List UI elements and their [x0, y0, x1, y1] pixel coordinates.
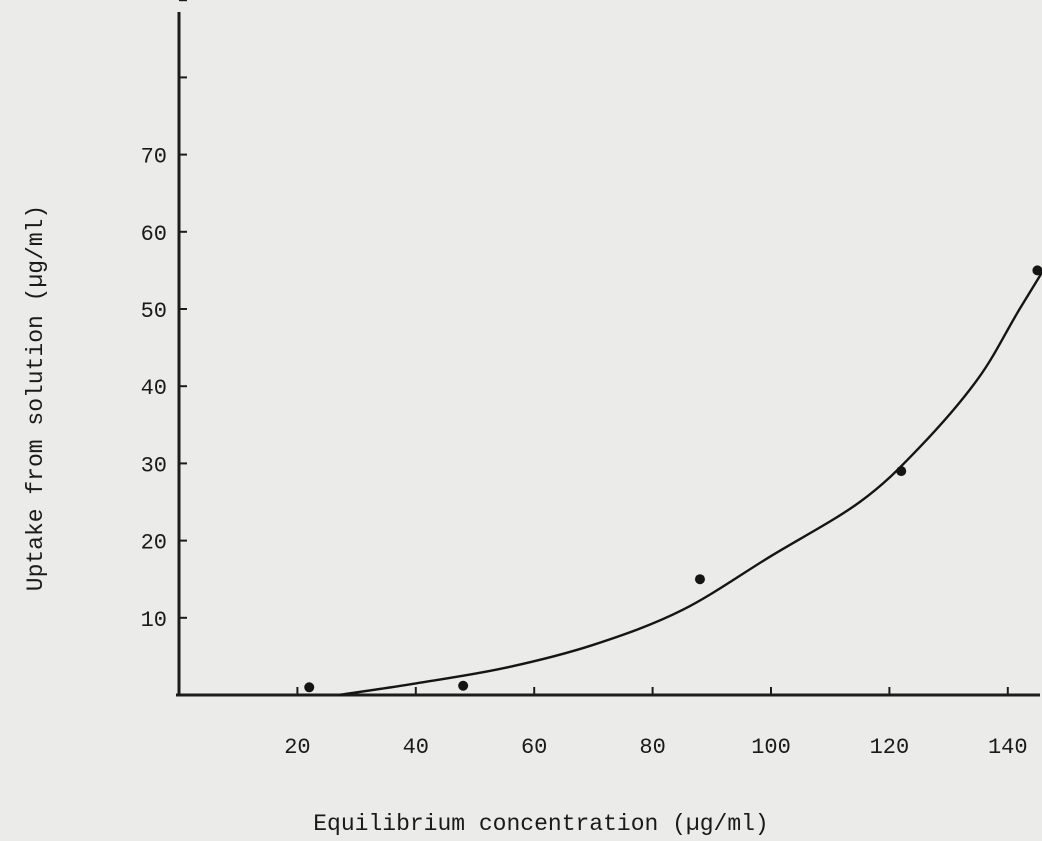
y-tick-label: 70 — [141, 145, 167, 170]
x-tick-label: 60 — [521, 735, 547, 760]
y-tick-label: 60 — [141, 222, 167, 247]
x-tick-label: 140 — [988, 735, 1028, 760]
data-point — [1032, 265, 1042, 276]
fit-curve-line — [338, 270, 1042, 697]
data-point — [896, 466, 907, 477]
y-tick-label: 30 — [141, 453, 167, 478]
axes — [176, 12, 1040, 697]
ticks: 20 40 60 80 100 120 140 10 20 30 40 50 60 70 — [141, 0, 1028, 760]
y-tick-label: 10 — [141, 608, 167, 633]
data-points — [304, 265, 1042, 693]
x-tick-label: 40 — [403, 735, 429, 760]
x-tick-label: 80 — [639, 735, 665, 760]
data-point — [694, 574, 705, 585]
y-tick-label: 40 — [141, 376, 167, 401]
y-tick-label: 50 — [141, 299, 167, 324]
fit-curve-layer — [338, 270, 1042, 697]
x-tick-label: 120 — [870, 735, 910, 760]
data-point — [458, 680, 469, 691]
x-tick-label: 20 — [284, 735, 310, 760]
x-axis-title: Equilibrium concentration (µg/ml) — [313, 811, 768, 837]
y-tick-label: 20 — [141, 531, 167, 556]
data-point — [304, 682, 315, 693]
x-tick-label: 100 — [751, 735, 791, 760]
y-axis-title: Uptake from solution (µg/ml) — [23, 205, 49, 591]
